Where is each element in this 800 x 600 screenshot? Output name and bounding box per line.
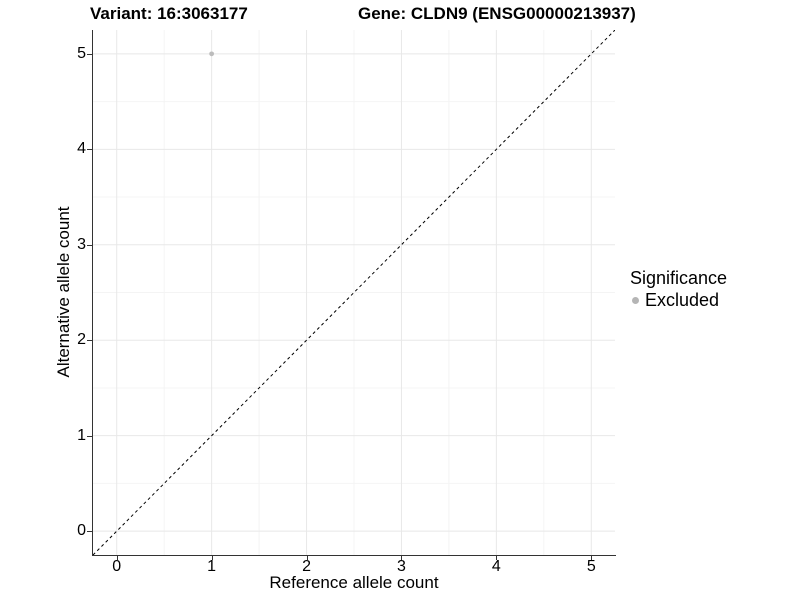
x-tick-mark (116, 555, 118, 560)
y-tick-label: 2 (77, 331, 86, 349)
y-tick-mark (87, 53, 92, 55)
x-tick-mark (211, 555, 213, 560)
y-tick-mark (87, 531, 92, 533)
x-tick-label: 0 (112, 558, 122, 575)
y-tick-mark (87, 244, 92, 246)
x-tick-label: 5 (586, 558, 596, 575)
x-tick-label: 1 (207, 558, 217, 575)
legend-title: Significance (630, 268, 728, 288)
x-tick-mark (401, 555, 403, 560)
x-tick-label: 3 (397, 558, 406, 575)
y-tick-label: 0 (77, 522, 86, 540)
y-tick-mark (87, 435, 92, 437)
x-tick-mark (591, 555, 593, 560)
x-axis-line (92, 555, 616, 556)
x-tick-label: 2 (302, 558, 311, 575)
y-tick-label: 4 (77, 140, 86, 158)
y-tick-mark (87, 149, 92, 151)
plot-area (93, 30, 615, 555)
variant-title: Variant: 16:3063177 (90, 4, 248, 23)
legend-item-excluded: Excluded (630, 290, 727, 310)
x-tick-label: 4 (491, 558, 501, 575)
legend-item-label: Excluded (645, 290, 720, 310)
y-tick-label: 3 (77, 235, 86, 253)
plot-panel (93, 30, 615, 555)
y-axis-line (92, 30, 93, 556)
gene-title: Gene: CLDN9 (ENSG00000213937) (358, 4, 636, 23)
legend: Significance Excluded (630, 268, 727, 310)
excluded-point-icon (632, 296, 639, 304)
y-tick-label: 1 (77, 426, 86, 444)
x-tick-mark (496, 555, 498, 560)
y-tick-label: 5 (77, 44, 86, 62)
y-tick-mark (87, 340, 92, 342)
y-axis-title: Alternative allele count (54, 206, 73, 378)
x-tick-mark (306, 555, 308, 560)
x-axis-title: Reference allele count (269, 573, 439, 592)
